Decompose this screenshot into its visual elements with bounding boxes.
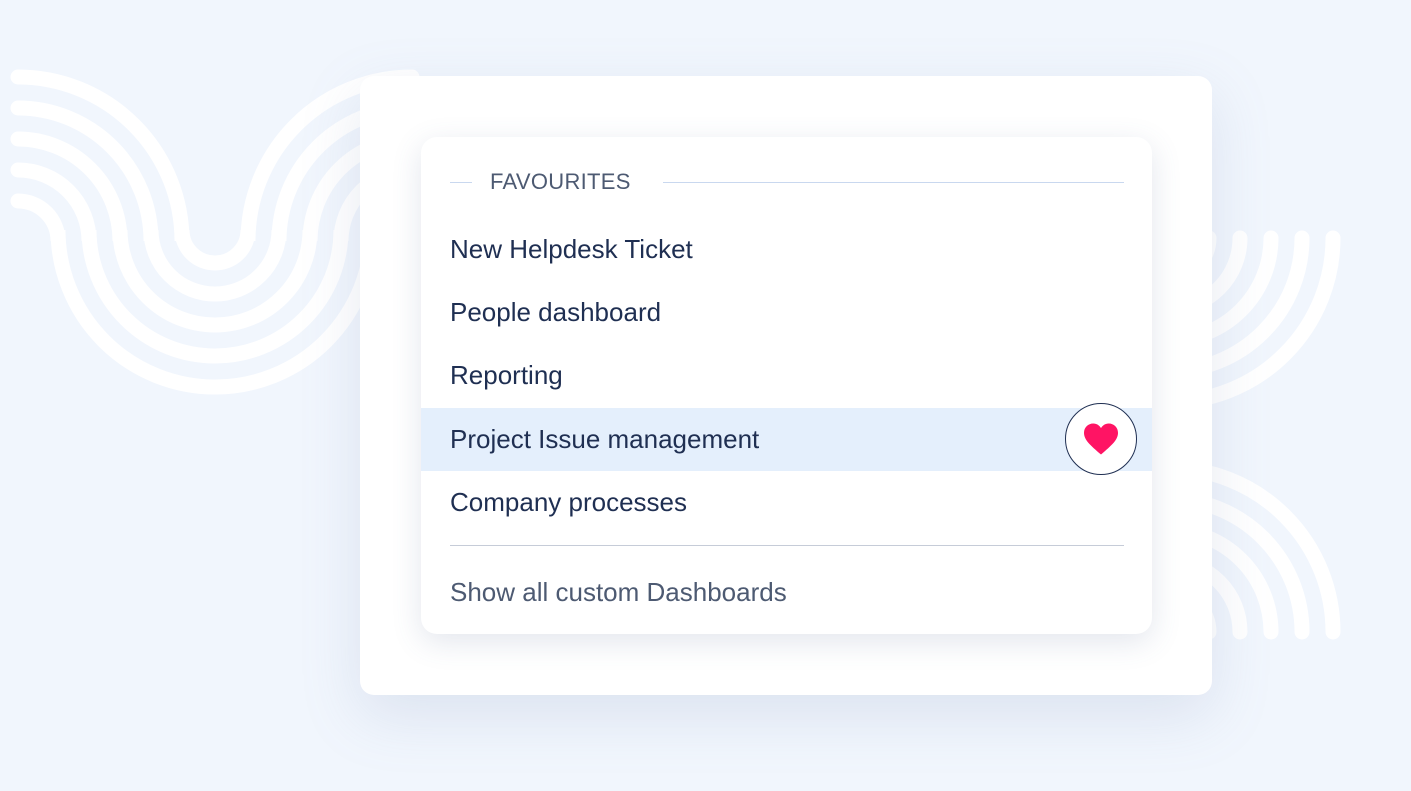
menu-item-label: Reporting bbox=[450, 360, 563, 390]
menu-item-label: Company processes bbox=[450, 487, 687, 517]
divider bbox=[662, 181, 1124, 183]
section-header: FAVOURITES bbox=[450, 169, 1124, 195]
wave-line bbox=[10, 69, 420, 271]
menu-item-new-helpdesk-ticket[interactable]: New Helpdesk Ticket bbox=[421, 218, 1152, 281]
heart-icon bbox=[1084, 423, 1118, 454]
wave-line bbox=[10, 131, 420, 333]
wave-line bbox=[10, 100, 420, 302]
menu-item-reporting[interactable]: Reporting bbox=[421, 344, 1152, 407]
menu-item-project-issue-management[interactable]: Project Issue management bbox=[421, 402, 1152, 475]
show-all-dashboards-link[interactable]: Show all custom Dashboards bbox=[450, 577, 787, 607]
favourite-button[interactable] bbox=[1065, 402, 1137, 475]
menu-item-label: Project Issue management bbox=[450, 424, 760, 454]
wave-line bbox=[10, 162, 420, 364]
menu-item-label: People dashboard bbox=[450, 297, 662, 327]
divider bbox=[450, 181, 472, 183]
menu-item-people-dashboard[interactable]: People dashboard bbox=[421, 281, 1152, 344]
favourites-dropdown-menu: FAVOURITES New Helpdesk Ticket People da… bbox=[421, 137, 1152, 634]
divider bbox=[450, 545, 1124, 546]
menu-item-company-processes[interactable]: Company processes bbox=[421, 471, 1152, 534]
section-title: FAVOURITES bbox=[490, 169, 631, 194]
menu-item-label: New Helpdesk Ticket bbox=[450, 234, 693, 264]
